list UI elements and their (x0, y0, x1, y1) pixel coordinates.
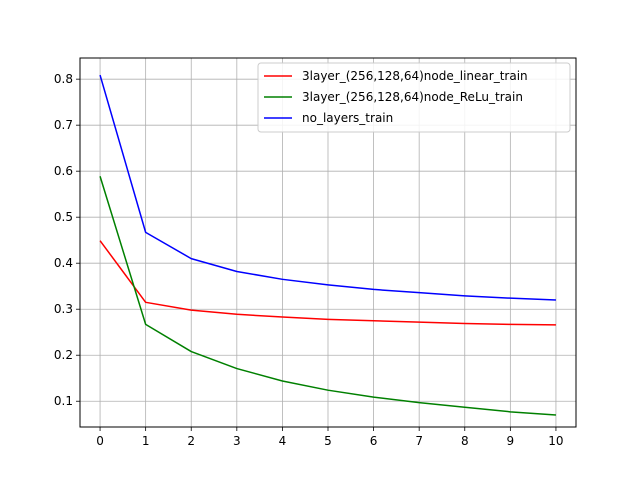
x-tick-label: 6 (370, 434, 378, 448)
series-line-2 (99, 176, 556, 416)
x-tick-label: 3 (233, 434, 241, 448)
series-line-3 (99, 74, 556, 301)
y-axis: 0.1 0.2 0.3 0.4 0.5 0.6 0.7 0.8 (54, 72, 80, 408)
y-tick-label: 0.1 (54, 394, 73, 408)
x-tick-label: 9 (507, 434, 515, 448)
y-tick-label: 0.8 (54, 72, 73, 86)
legend-box (257, 62, 571, 133)
legend-label: 3layer_(256,128,64)node_linear_train (302, 69, 528, 83)
x-tick-label: 0 (96, 434, 104, 448)
series-line-1 (99, 240, 556, 326)
x-tick-label: 10 (548, 434, 563, 448)
legend-label: 3layer_(256,128,64)node_ReLu_train (302, 90, 523, 104)
x-tick-label: 2 (187, 434, 195, 448)
x-tick-label: 5 (324, 434, 332, 448)
y-tick-label: 0.7 (54, 118, 73, 132)
y-tick-label: 0.2 (54, 348, 73, 362)
y-tick-label: 0.6 (54, 164, 73, 178)
x-tick-label: 4 (279, 434, 287, 448)
y-tick-label: 0.5 (54, 210, 73, 224)
y-tick-label: 0.3 (54, 302, 73, 316)
y-tick-label: 0.4 (54, 256, 73, 270)
x-tick-label: 1 (142, 434, 150, 448)
x-tick-label: 8 (461, 434, 469, 448)
x-tick-label: 7 (415, 434, 423, 448)
series-lines (99, 74, 556, 416)
legend-label: no_layers_train (302, 111, 393, 125)
legend: 3layer_(256,128,64)node_linear_train 3lay… (257, 62, 571, 133)
x-axis: 0 1 2 3 4 5 6 7 8 9 10 (96, 427, 564, 448)
